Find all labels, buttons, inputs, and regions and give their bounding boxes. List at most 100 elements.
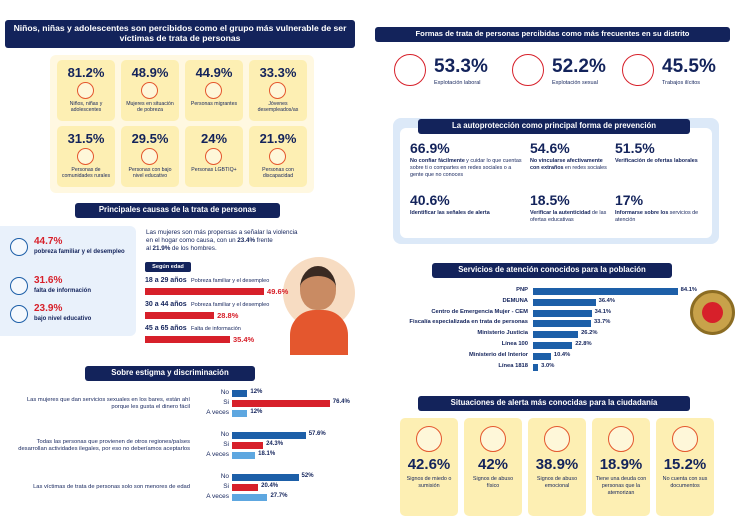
category-label: Ministerio del Interior: [469, 351, 528, 358]
series-name: Si: [223, 483, 229, 490]
illustration-body: [290, 310, 348, 355]
bar: [232, 494, 268, 501]
statement: Las víctimas de trata de personas solo s…: [33, 484, 190, 491]
section-banner: Servicios de atención conocidos para la …: [432, 263, 672, 278]
value-label: 35.4%: [232, 335, 255, 344]
category-label: Línea 100: [501, 341, 528, 347]
protection-rest: en redes sociales: [564, 164, 607, 171]
category-label: PNP: [516, 287, 528, 293]
alert-value: 42%: [477, 456, 509, 473]
group-value: 33.3%: [259, 65, 297, 80]
protection-rest: y cuidar lo que cuentas sobre ti o compa…: [410, 158, 522, 178]
protection-text: Verificación de ofertas laborales: [615, 158, 710, 190]
category-label: Fiscalía especializada en trata de perso…: [409, 319, 528, 326]
series-name: A veces: [206, 451, 229, 458]
icon: [10, 238, 28, 256]
alert-card: 38.9% Signos de abuso emocional: [528, 418, 586, 516]
group-label: Personas de comunidades rurales: [61, 167, 111, 180]
icon: [394, 54, 426, 86]
category-label: Centro de Emergencia Mujer - CEM: [431, 308, 528, 315]
alert-label: No cuenta con sus documentos: [662, 476, 708, 489]
alert-card: 18.9% Tiene una deuda con personas que la…: [592, 418, 650, 516]
group-card: 29.5% Personas con bajo nivel educativo: [121, 126, 179, 187]
section-banner: Situaciones de alerta más conocidas para…: [418, 396, 690, 411]
bar: [533, 352, 551, 360]
bar: [533, 298, 596, 306]
bar: [232, 390, 248, 397]
age-cause: Falta de información: [191, 326, 241, 332]
selfprotection-inner: [400, 128, 712, 238]
note-part: frente al: [146, 237, 273, 253]
alert-label: Tiene una deuda con personas que la atem…: [595, 476, 647, 496]
group-card: 44.9% Personas migrantes: [185, 60, 243, 121]
group-value: 21.9%: [259, 131, 297, 146]
group-value: 24%: [200, 131, 228, 146]
bar: [232, 474, 299, 481]
bar: [533, 309, 592, 317]
protection-bold: Verificación de ofertas laborales: [615, 158, 698, 164]
protection-rest: servicios de atención: [615, 210, 699, 223]
value-label: 84.1%: [680, 287, 698, 293]
value-label: 33.7%: [593, 319, 611, 326]
form-label: Explotación sexual: [552, 80, 598, 86]
group-label: Personas con bajo nivel educativo: [128, 167, 172, 180]
alert-value: 38.9%: [535, 456, 579, 473]
series-name: No: [220, 389, 229, 396]
protection-bold: Identificar las señales de alerta: [410, 210, 490, 216]
alert-value: 15.2%: [663, 456, 707, 473]
series-name: Si: [223, 399, 229, 406]
protection-text: Identificar las señales de alerta: [410, 210, 522, 242]
age-label: 45 a 65 años: [145, 325, 187, 332]
form-value: 45.5%: [662, 56, 716, 77]
value-label: 22.8%: [575, 341, 592, 347]
section-banner: Sobre estigma y discriminación: [85, 366, 255, 381]
category-label: Ministerio Justicia: [477, 330, 528, 337]
note-part: 23.4%: [237, 237, 256, 245]
value-label: 34.1%: [594, 308, 612, 315]
protection-text: No vincularse afectivamente con extraños…: [530, 158, 612, 190]
bar: [145, 336, 230, 343]
group-card: 33.3% Jóvenes desempleados/as: [249, 60, 307, 121]
protection-value: 66.9%: [410, 140, 450, 156]
icon: [205, 148, 222, 165]
alert-label: Signos de abuso físico: [472, 476, 514, 489]
seal-center: [702, 302, 723, 323]
group-value: 31.5%: [67, 131, 105, 146]
value-label: 27.7%: [270, 493, 288, 499]
protection-bold: Informarse sobre los: [615, 210, 669, 216]
form-label: Trabajos ilícitos: [662, 80, 701, 86]
group-label: Personas LGBTIQ+: [191, 167, 237, 173]
icon: [416, 426, 442, 452]
group-label: Niños, niñas y adolescentes: [69, 101, 103, 114]
cause-value: 31.6%: [34, 275, 63, 286]
value-label: 20.4%: [261, 483, 279, 489]
protection-value: 40.6%: [410, 192, 450, 208]
bar: [145, 312, 215, 319]
value-label: 24.3%: [266, 441, 284, 447]
series-name: A veces: [206, 409, 229, 416]
bar: [232, 442, 264, 449]
alert-value: 42.6%: [407, 456, 451, 473]
bar: [232, 400, 330, 407]
protection-value: 54.6%: [530, 140, 570, 156]
section-banner: La autoprotección como principal forma d…: [418, 119, 690, 134]
value-label: 76.4%: [332, 399, 350, 405]
icon: [269, 82, 286, 99]
alert-card: 42% Signos de abuso físico: [464, 418, 522, 516]
value-label: 49.6%: [267, 287, 289, 296]
alert-card: 15.2% No cuenta con sus documentos: [656, 418, 714, 516]
icon: [10, 277, 28, 295]
series-name: Si: [223, 441, 229, 448]
note-part: de los hombres.: [171, 245, 217, 253]
bar: [232, 452, 256, 459]
category-label: DEMUNA: [502, 297, 528, 304]
icon: [269, 148, 286, 165]
age-cause: Pobreza familiar y el desempleo: [191, 302, 270, 308]
icon: [512, 54, 544, 86]
section-banner: Formas de trata de personas percibidas c…: [375, 27, 730, 42]
protection-text: No confiar fácilmentey cuidar lo que cue…: [410, 158, 522, 190]
value-label: 12%: [250, 389, 263, 395]
icon: [141, 82, 158, 99]
group-card: 81.2% Niños, niñas y adolescentes: [57, 60, 115, 121]
